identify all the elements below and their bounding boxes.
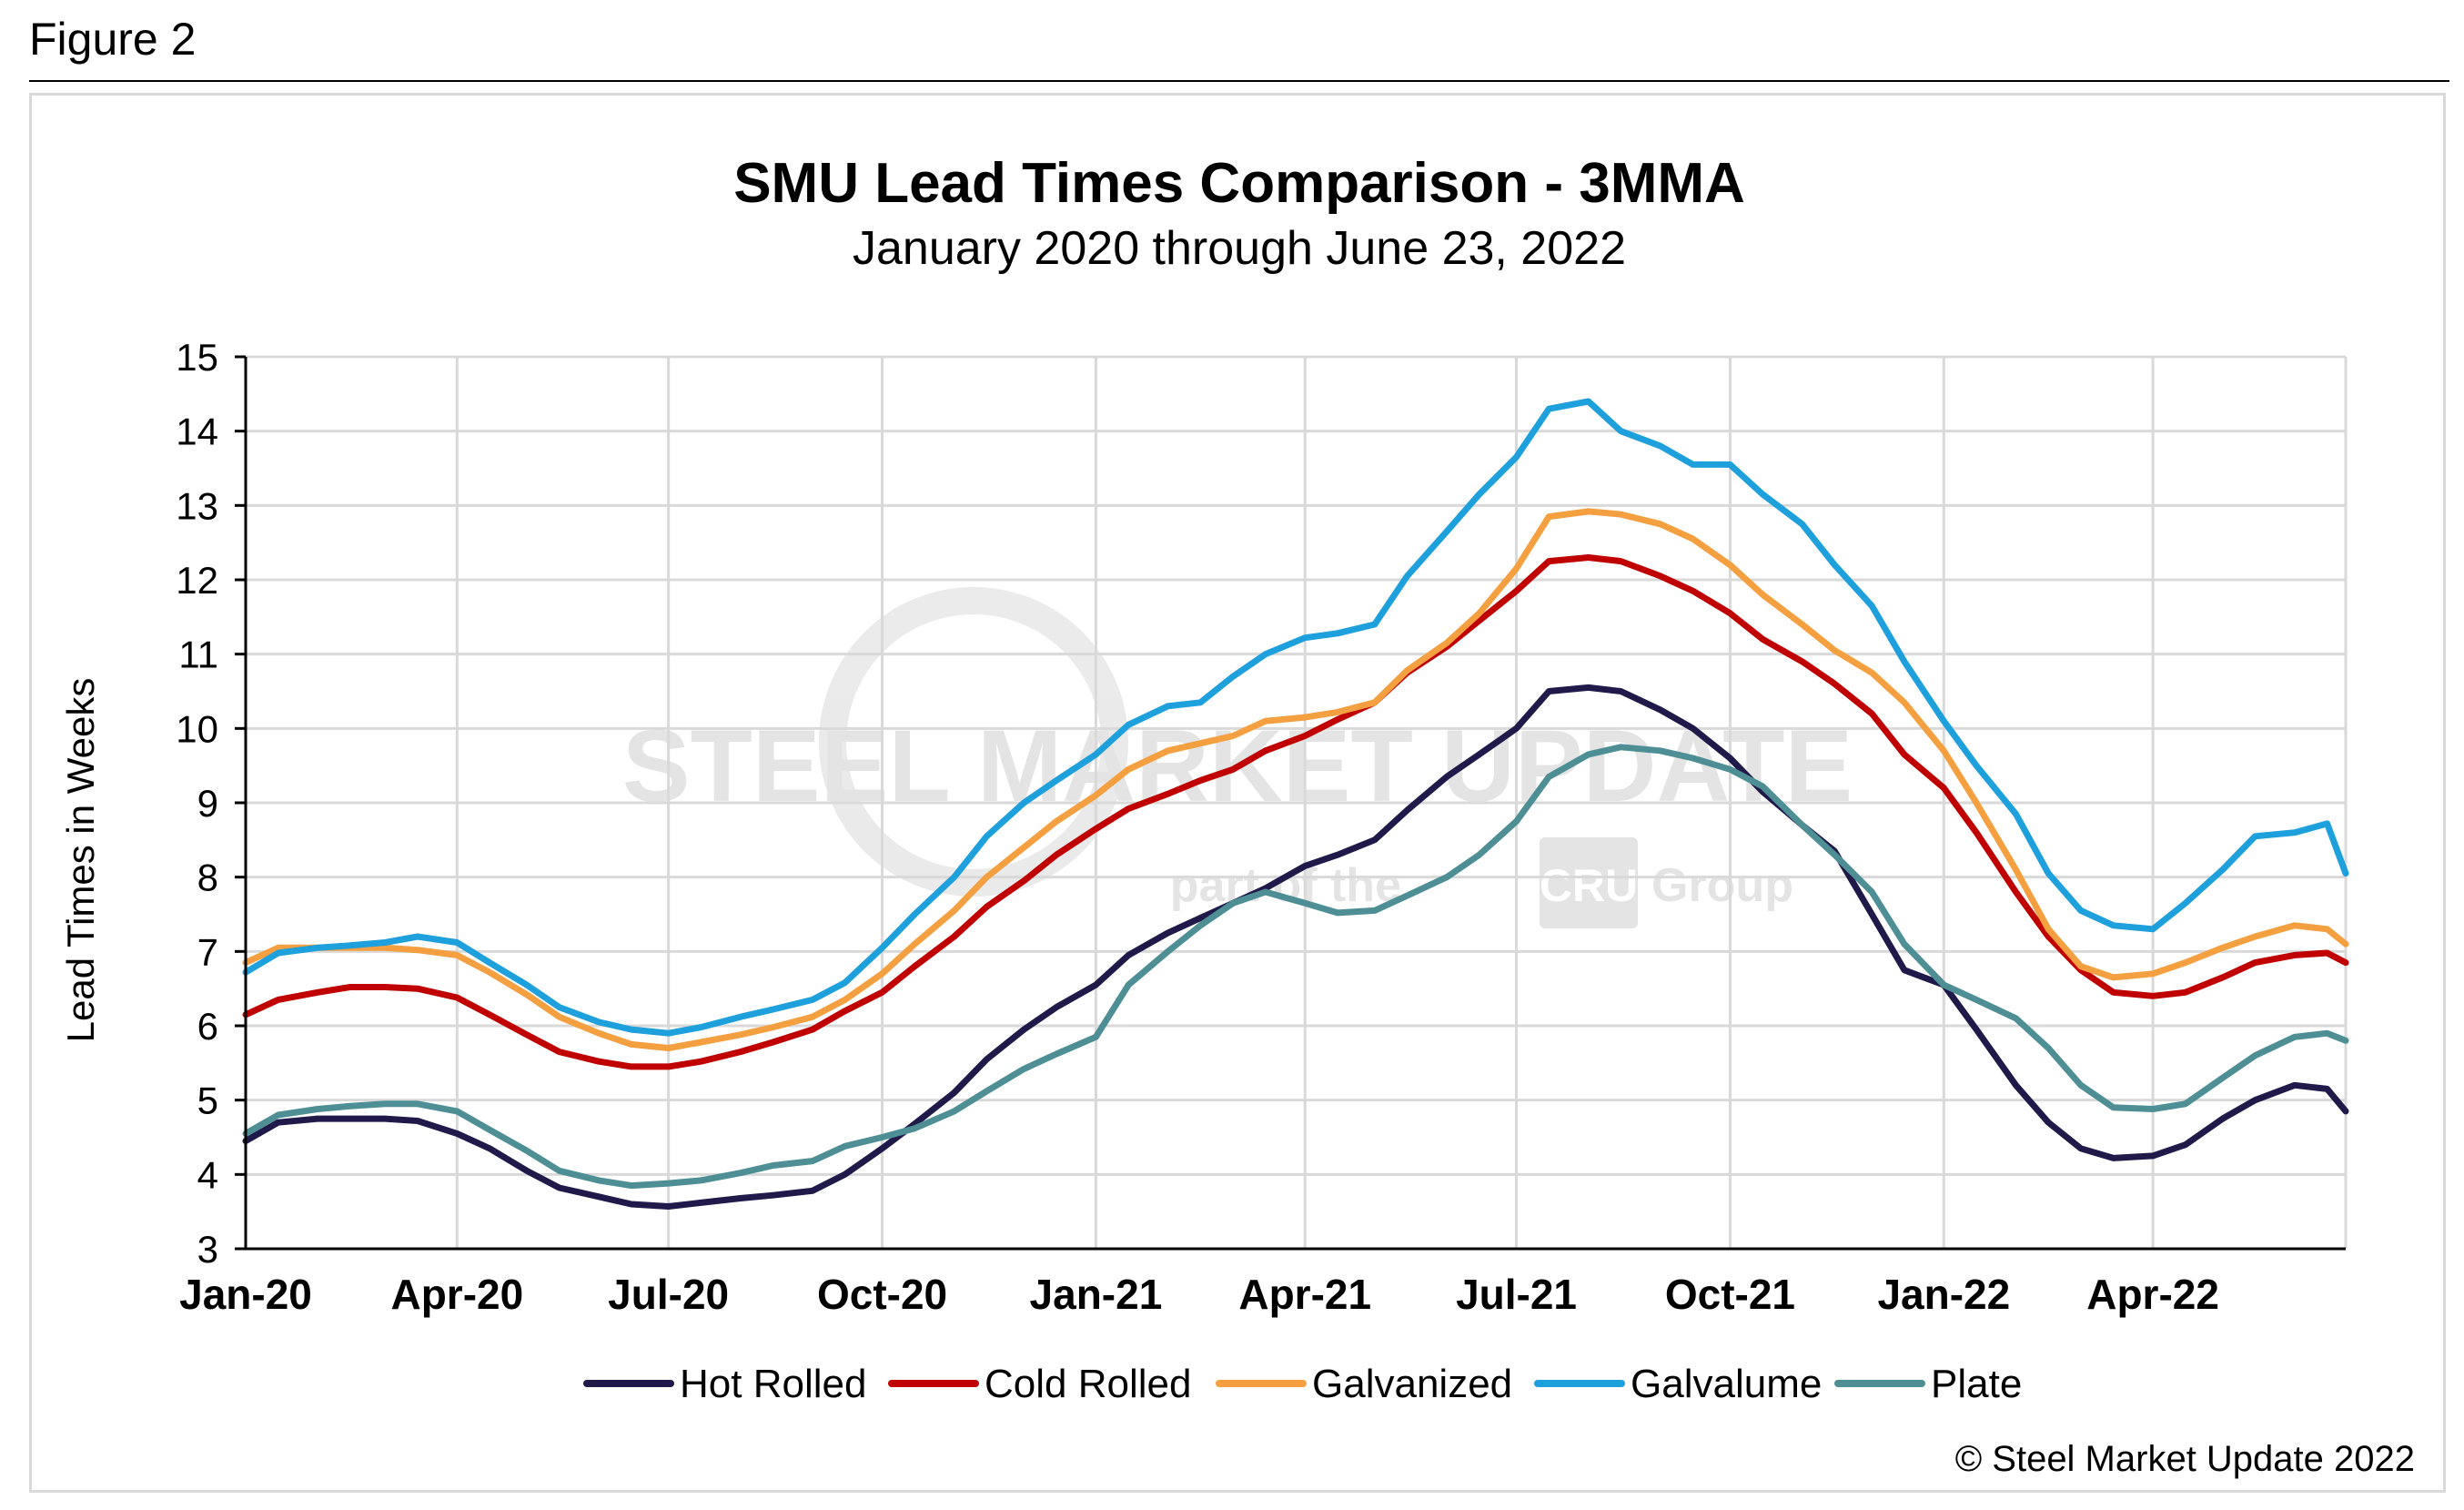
x-tick-label-3: Oct-20 (817, 1271, 947, 1318)
y-tick-label-0: 3 (197, 1228, 218, 1271)
y-tick-label-3: 6 (197, 1005, 218, 1048)
legend-label-cold-rolled: Cold Rolled (985, 1362, 1191, 1406)
axes (235, 355, 2346, 1251)
series-line-cold-rolled (242, 554, 2349, 1070)
series-line-plate (242, 744, 2349, 1190)
x-tick-label-1: Apr-20 (390, 1271, 523, 1318)
y-axis-label: Lead Times in Weeks (59, 678, 102, 1043)
y-tick-label-12: 15 (176, 336, 218, 379)
y-tick-label-5: 8 (197, 856, 218, 899)
y-tick-label-11: 14 (176, 410, 218, 453)
series-line-galvalume (242, 398, 2349, 1037)
x-tick-label-2: Jul-20 (608, 1271, 729, 1318)
watermark-sub-before: part of the (1170, 859, 1401, 912)
y-tick-label-7: 10 (176, 707, 218, 750)
x-tick-labels: Jan-20 Apr-20 Jul-20 Oct-20 Jan-21 Apr-21 Jul-… (179, 1271, 2219, 1318)
series-line-hot-rolled (242, 684, 2349, 1210)
x-tick-label-0: Jan-20 (179, 1271, 312, 1318)
y-tick-labels: 3 4 5 6 7 8 9 10 11 12 13 14 15 (176, 336, 218, 1271)
watermark-swoosh (819, 587, 1128, 897)
y-tick-label-6: 9 (197, 782, 218, 825)
legend-label-plate: Plate (1931, 1362, 2022, 1406)
series-line-galvanized (242, 508, 2349, 1051)
x-tick-label-6: Jul-21 (1456, 1271, 1577, 1318)
watermark-cru-box (1540, 837, 1638, 928)
legend-label-galvalume: Galvalume (1631, 1362, 1822, 1406)
x-tick-label-5: Apr-21 (1238, 1271, 1371, 1318)
x-tick-label-7: Oct-21 (1665, 1271, 1795, 1318)
legend-label-galvanized: Galvanized (1312, 1362, 1512, 1406)
chart-subtitle: January 2020 through June 23, 2022 (853, 222, 1626, 275)
y-tick-label-4: 7 (197, 930, 218, 973)
legend-label-hot-rolled: Hot Rolled (680, 1362, 866, 1406)
series-lines (242, 398, 2349, 1210)
watermark-sub-logo: CRU (1540, 860, 1638, 911)
chart-title: SMU Lead Times Comparison - 3MMA (733, 152, 1745, 215)
y-tick-label-1: 4 (197, 1153, 218, 1196)
x-tick-label-9: Apr-22 (2086, 1271, 2219, 1318)
x-tick-label-8: Jan-22 (1877, 1271, 2010, 1318)
legend: Hot Rolled Cold Rolled Galvanized Galvalume… (583, 1362, 2022, 1406)
x-tick-label-4: Jan-21 (1030, 1271, 1163, 1318)
copyright-text: © Steel Market Update 2022 (1955, 1439, 2415, 1479)
figure-label: Figure 2 (29, 14, 197, 65)
y-tick-label-10: 13 (176, 484, 218, 527)
chart-frame (29, 93, 2446, 1493)
figure-divider (29, 80, 2449, 82)
watermark-sub-after: Group (1651, 859, 1793, 912)
y-tick-label-9: 12 (176, 559, 218, 602)
y-tick-label-8: 11 (178, 633, 218, 676)
grid-lines (244, 355, 2348, 1251)
y-tick-label-2: 5 (197, 1079, 218, 1122)
